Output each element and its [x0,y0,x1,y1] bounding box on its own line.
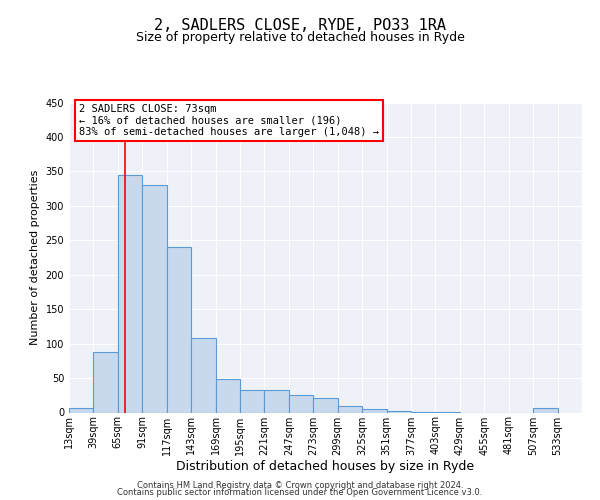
Bar [240,390,265,412]
Bar [215,380,240,412]
Bar [118,175,142,412]
Text: 2 SADLERS CLOSE: 73sqm
← 16% of detached houses are smaller (196)
83% of semi-de: 2 SADLERS CLOSE: 73sqm ← 16% of detached… [79,104,379,138]
Bar [265,390,289,412]
Bar [94,352,118,412]
Bar [167,247,191,412]
X-axis label: Distribution of detached houses by size in Ryde: Distribution of detached houses by size … [176,460,475,473]
Text: Contains public sector information licensed under the Open Government Licence v3: Contains public sector information licen… [118,488,482,497]
Bar [289,396,313,412]
Bar [69,408,94,412]
Text: Contains HM Land Registry data © Crown copyright and database right 2024.: Contains HM Land Registry data © Crown c… [137,480,463,490]
Bar [142,185,167,412]
Y-axis label: Number of detached properties: Number of detached properties [30,170,40,345]
Bar [533,408,557,412]
Bar [362,409,386,412]
Bar [338,406,362,412]
Bar [386,411,411,412]
Bar [313,398,338,412]
Text: Size of property relative to detached houses in Ryde: Size of property relative to detached ho… [136,31,464,44]
Bar [191,338,215,412]
Text: 2, SADLERS CLOSE, RYDE, PO33 1RA: 2, SADLERS CLOSE, RYDE, PO33 1RA [154,18,446,32]
